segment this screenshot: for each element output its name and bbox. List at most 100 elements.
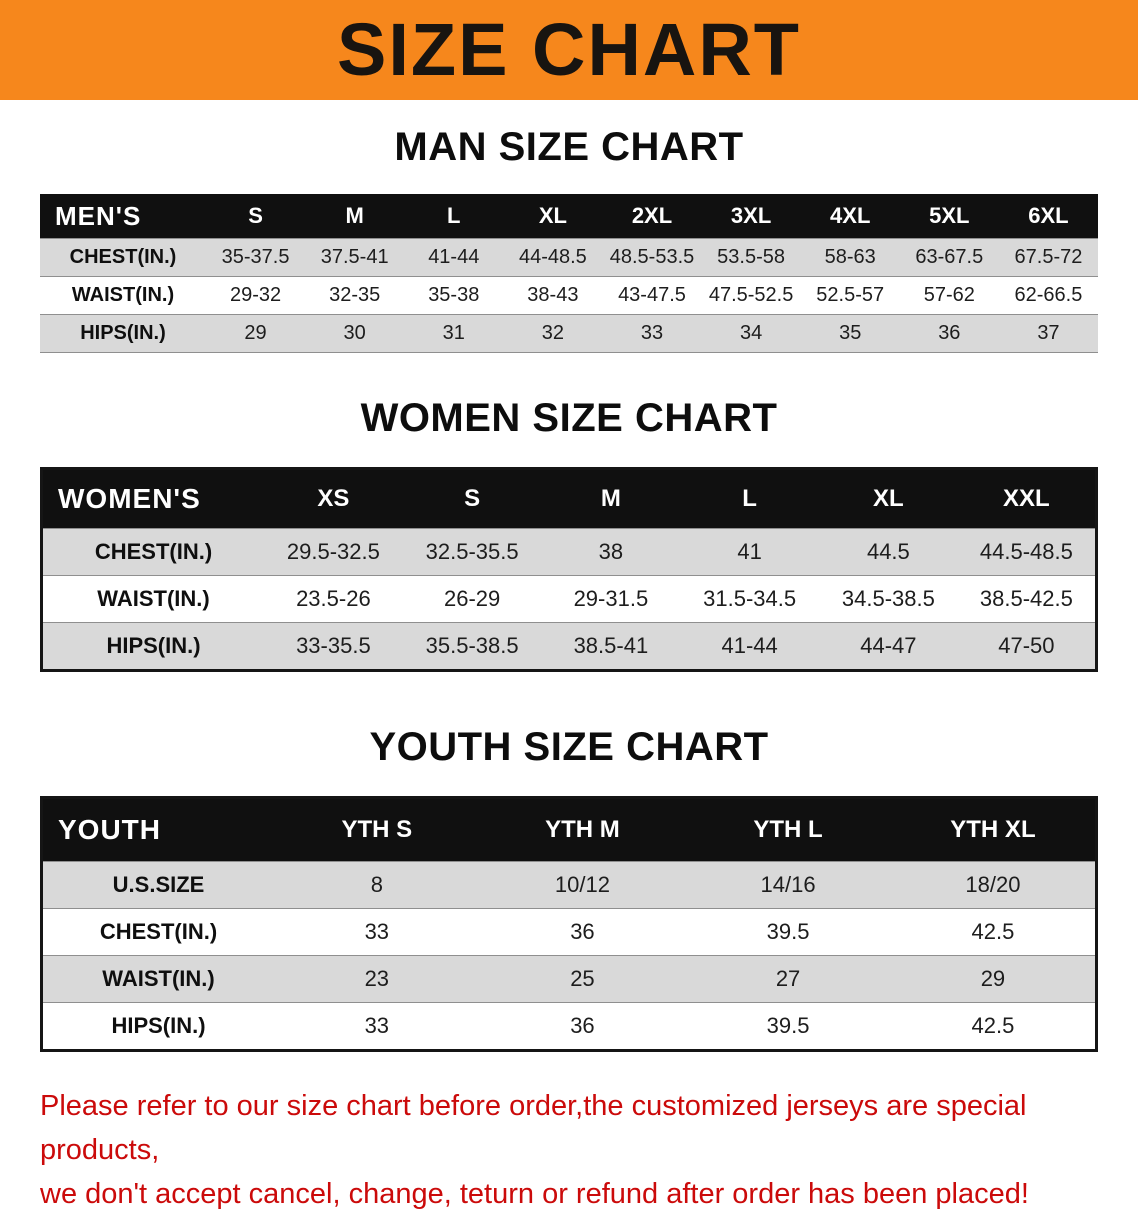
measurement-value: 35-37.5 [206, 238, 306, 277]
measurement-value: 29 [890, 955, 1097, 1003]
measurement-value: 44.5 [819, 528, 958, 576]
size-header-cell: 3XL [701, 194, 801, 239]
women-table-header-row: WOMEN'S XS S M L XL XXL [41, 468, 1097, 529]
measurement-value: 26-29 [402, 575, 542, 623]
measurement-value: 33-35.5 [264, 622, 403, 671]
measurement-value: 23.5-26 [264, 575, 403, 623]
size-header-cell: YTH M [479, 797, 686, 862]
measurement-value: 67.5-72 [998, 238, 1098, 277]
measurement-label: HIPS(IN.) [41, 622, 264, 671]
measurement-value: 8 [274, 861, 480, 909]
measurement-row: WAIST(IN.) 29-32 32-35 35-38 38-43 43-47.5 47.… [40, 276, 1098, 315]
measurement-value: 48.5-53.5 [602, 238, 702, 277]
size-header-cell: M [305, 194, 405, 239]
men-size-table: MEN'S S M L XL 2XL 3XL 4XL 5XL 6XL CHEST(IN.) 35-3… [40, 194, 1098, 353]
size-header-cell: 5XL [899, 194, 999, 239]
measurement-value: 38.5-41 [541, 622, 681, 671]
women-size-chart-section: WOMEN SIZE CHART WOMEN'S XS S M L XL XXL CHEST… [0, 395, 1138, 672]
measurement-value: 31.5-34.5 [680, 575, 819, 623]
disclaimer-line-2: we don't accept cancel, change, teturn o… [40, 1178, 1029, 1210]
measurement-value: 30 [305, 314, 405, 353]
size-header-cell: YTH L [685, 797, 891, 862]
measurement-value: 29 [206, 314, 306, 353]
measurement-value: 57-62 [899, 276, 999, 315]
measurement-value: 10/12 [479, 861, 686, 909]
measurement-row: CHEST(IN.) 29.5-32.5 32.5-35.5 38 41 44.5 44.5… [41, 528, 1097, 576]
size-header-cell: XL [503, 194, 603, 239]
measurement-row: CHEST(IN.) 35-37.5 37.5-41 41-44 44-48.5 48.5… [40, 238, 1098, 277]
measurement-value: 33 [274, 908, 480, 956]
measurement-value: 41 [680, 528, 819, 576]
size-header-cell: 2XL [602, 194, 702, 239]
size-header-cell: L [680, 468, 819, 529]
banner-title: SIZE CHART [337, 8, 801, 91]
measurement-value: 35-38 [404, 276, 504, 315]
measurement-value: 32 [503, 314, 603, 353]
measurement-value: 27 [685, 955, 891, 1003]
measurement-value: 47-50 [957, 622, 1097, 671]
measurement-value: 23 [274, 955, 480, 1003]
measurement-row: U.S.SIZE 8 10/12 14/16 18/20 [41, 861, 1097, 909]
women-section-heading: WOMEN SIZE CHART [360, 396, 778, 440]
measurement-value: 39.5 [685, 1002, 891, 1051]
measurement-value: 58-63 [800, 238, 900, 277]
size-header-cell: S [402, 468, 542, 529]
measurement-value: 34 [701, 314, 801, 353]
size-header-cell: XL [819, 468, 958, 529]
measurement-row: WAIST(IN.) 23 25 27 29 [41, 955, 1097, 1003]
men-table-header-row: MEN'S S M L XL 2XL 3XL 4XL 5XL 6XL [40, 194, 1098, 239]
measurement-row: HIPS(IN.) 33 36 39.5 42.5 [41, 1002, 1097, 1051]
measurement-value: 44-48.5 [503, 238, 603, 277]
size-header-cell: 4XL [800, 194, 900, 239]
size-header-cell: YTH XL [890, 797, 1097, 862]
size-chart-banner: SIZE CHART [0, 0, 1138, 100]
measurement-value: 36 [899, 314, 999, 353]
measurement-row: WAIST(IN.) 23.5-26 26-29 29-31.5 31.5-34.5 34… [41, 575, 1097, 623]
measurement-value: 32-35 [305, 276, 405, 315]
table-title-cell: WOMEN'S [41, 468, 264, 529]
measurement-row: HIPS(IN.) 33-35.5 35.5-38.5 38.5-41 41-44 44-… [41, 622, 1097, 671]
measurement-value: 63-67.5 [899, 238, 999, 277]
measurement-value: 29-32 [206, 276, 306, 315]
measurement-value: 42.5 [890, 1002, 1097, 1051]
size-header-cell: 6XL [998, 194, 1098, 239]
measurement-value: 47.5-52.5 [701, 276, 801, 315]
measurement-value: 44-47 [819, 622, 958, 671]
measurement-value: 41-44 [680, 622, 819, 671]
measurement-label: HIPS(IN.) [40, 314, 206, 353]
measurement-value: 14/16 [685, 861, 891, 909]
measurement-value: 42.5 [890, 908, 1097, 956]
measurement-label: CHEST(IN.) [41, 528, 264, 576]
measurement-value: 38-43 [503, 276, 603, 315]
men-section-heading: MAN SIZE CHART [394, 125, 744, 169]
measurement-value: 43-47.5 [602, 276, 702, 315]
measurement-value: 37.5-41 [305, 238, 405, 277]
size-header-cell: L [404, 194, 504, 239]
size-header-cell: XXL [957, 468, 1097, 529]
measurement-label: CHEST(IN.) [40, 238, 206, 277]
measurement-value: 53.5-58 [701, 238, 801, 277]
measurement-label: WAIST(IN.) [41, 955, 274, 1003]
women-size-table: WOMEN'S XS S M L XL XXL CHEST(IN.) 29.5-32.5 32.… [40, 467, 1098, 672]
measurement-row: HIPS(IN.) 29 30 31 32 33 34 35 36 37 [40, 314, 1098, 353]
men-table-body: CHEST(IN.) 35-37.5 37.5-41 41-44 44-48.5 48.5… [40, 238, 1098, 353]
measurement-value: 29.5-32.5 [264, 528, 403, 576]
youth-table-body: U.S.SIZE 8 10/12 14/16 18/20 CHEST(IN.) 33 36 39… [41, 861, 1097, 1051]
disclaimer-line-1: Please refer to our size chart before or… [40, 1090, 1027, 1166]
measurement-value: 62-66.5 [998, 276, 1098, 315]
measurement-value: 39.5 [685, 908, 891, 956]
measurement-value: 36 [479, 1002, 686, 1051]
size-header-cell: YTH S [274, 797, 480, 862]
size-header-cell: XS [264, 468, 403, 529]
measurement-value: 31 [404, 314, 504, 353]
youth-size-table: YOUTH YTH S YTH M YTH L YTH XL U.S.SIZE 8 10/1… [40, 796, 1098, 1052]
measurement-value: 52.5-57 [800, 276, 900, 315]
measurement-label: U.S.SIZE [41, 861, 274, 909]
table-title-cell: YOUTH [41, 797, 274, 862]
youth-size-chart-section: YOUTH SIZE CHART YOUTH YTH S YTH M YTH L YTH… [0, 724, 1138, 1052]
measurement-value: 29-31.5 [541, 575, 681, 623]
measurement-value: 18/20 [890, 861, 1097, 909]
measurement-value: 25 [479, 955, 686, 1003]
measurement-value: 37 [998, 314, 1098, 353]
measurement-value: 44.5-48.5 [957, 528, 1097, 576]
